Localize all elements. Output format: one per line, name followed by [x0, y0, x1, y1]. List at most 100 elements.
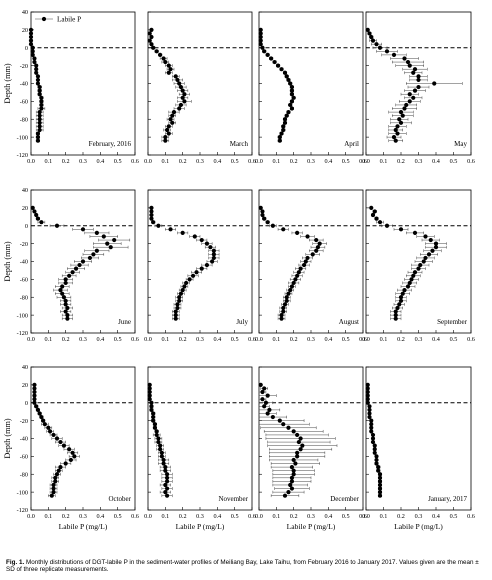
- data-point: [70, 450, 75, 455]
- data-point: [314, 237, 319, 243]
- data-point: [295, 454, 300, 459]
- x-tick-label: 0.0: [27, 158, 35, 165]
- data-point: [265, 393, 270, 398]
- data-point: [34, 70, 39, 75]
- data-point: [65, 313, 70, 318]
- data-point: [288, 482, 293, 488]
- x-tick-label: 0.2: [397, 513, 405, 520]
- x-tick-label: 0.6: [131, 336, 139, 343]
- data-point: [54, 436, 60, 441]
- x-tick-label: 0.5: [342, 158, 350, 165]
- data-point: [281, 305, 286, 311]
- data-point: [152, 425, 158, 430]
- data-point: [400, 291, 405, 296]
- data-point: [51, 482, 56, 488]
- data-point: [367, 407, 372, 412]
- data-point: [391, 52, 397, 58]
- data-point: [149, 407, 154, 412]
- data-point: [426, 252, 432, 257]
- data-point: [177, 295, 182, 300]
- data-point: [39, 106, 44, 111]
- data-point: [377, 45, 383, 50]
- y-tick-label: -100: [17, 489, 28, 496]
- data-point: [91, 252, 96, 257]
- data-point: [47, 429, 53, 434]
- data-point: [152, 422, 158, 427]
- data-point: [402, 288, 407, 293]
- data-point: [398, 120, 404, 125]
- data-point: [211, 248, 216, 253]
- y-tick-label: 0: [25, 45, 28, 52]
- x-tick-label: 0.3: [79, 513, 87, 520]
- x-tick-label: 0.3: [307, 336, 315, 343]
- data-point: [281, 127, 286, 133]
- x-tick-label: 0.1: [272, 513, 280, 520]
- data-point: [61, 295, 67, 300]
- data-point: [428, 237, 433, 243]
- x-tick-label: 0.4: [324, 336, 332, 343]
- data-point: [151, 220, 156, 225]
- data-point: [393, 138, 398, 143]
- data-point: [365, 386, 370, 391]
- data-point: [28, 31, 34, 36]
- data-point: [279, 316, 284, 321]
- x-tick-label: 0.1: [380, 513, 388, 520]
- data-point: [282, 120, 288, 125]
- x-tick-label: 0.3: [79, 336, 87, 343]
- y-tick-label: -40: [20, 81, 28, 88]
- data-point: [376, 468, 381, 473]
- data-point: [35, 216, 41, 221]
- data-point: [288, 81, 293, 86]
- data-point: [166, 63, 171, 68]
- data-point: [32, 209, 37, 214]
- data-point: [171, 110, 177, 115]
- data-point: [293, 461, 298, 466]
- data-point: [34, 404, 39, 409]
- y-tick-label: -20: [20, 418, 28, 425]
- data-point: [163, 138, 168, 143]
- panel-frame: [30, 366, 136, 511]
- data-point: [289, 84, 295, 90]
- y-tick-label: 0: [25, 400, 28, 407]
- data-point: [377, 220, 383, 225]
- data-point: [409, 277, 414, 282]
- data-point: [275, 63, 281, 68]
- caption-lead: Fig. 1.: [6, 559, 25, 566]
- data-point: [60, 284, 65, 289]
- data-point: [418, 262, 423, 268]
- data-point: [397, 117, 402, 122]
- panel-label: October: [108, 495, 131, 503]
- x-tick-label: 0.1: [272, 336, 280, 343]
- panel-12: 0.0 0.1 0.2 0.3 0.4 0.5 0.6 January, 2017 Labile…: [362, 366, 475, 531]
- panel-label: June: [118, 318, 131, 326]
- data-point: [39, 99, 44, 104]
- panel-label: February, 2016: [89, 140, 132, 148]
- data-point: [101, 234, 106, 239]
- y-tick-label: -20: [20, 241, 28, 248]
- data-point: [30, 52, 35, 58]
- data-point: [149, 209, 154, 214]
- data-point: [270, 223, 275, 228]
- data-point: [405, 59, 411, 65]
- x-tick-label: 0.2: [179, 158, 187, 165]
- data-point: [37, 92, 42, 97]
- data-point: [28, 27, 34, 32]
- data-point: [281, 124, 286, 129]
- data-point: [51, 486, 56, 491]
- data-point: [54, 472, 60, 477]
- data-point: [94, 230, 99, 235]
- x-axis-label: Labile P (mg/L): [394, 522, 443, 531]
- data-point: [412, 67, 418, 72]
- data-point: [423, 255, 428, 261]
- data-point: [178, 102, 184, 108]
- panel-10: 0.0 0.1 0.2 0.3 0.4 0.5 0.6 November Labile P (m…: [144, 366, 256, 531]
- panel-8: 0.0 0.1 0.2 0.3 0.4 0.5 0.6 September: [362, 189, 475, 343]
- data-point: [37, 124, 42, 129]
- x-tick-label: 0.3: [415, 158, 423, 165]
- data-point: [377, 490, 383, 495]
- data-point: [374, 461, 379, 466]
- data-point: [37, 117, 42, 122]
- data-point: [112, 237, 117, 243]
- x-tick-label: 0.5: [342, 336, 350, 343]
- x-tick-label: 0.0: [144, 158, 152, 165]
